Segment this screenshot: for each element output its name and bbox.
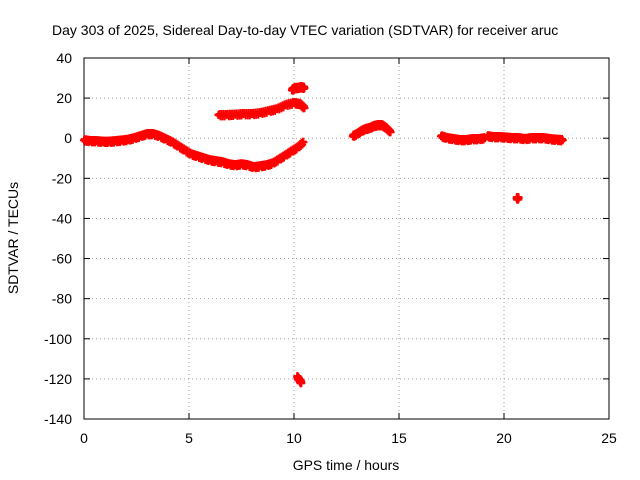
plot-frame xyxy=(83,57,610,420)
x-tick-label: 5 xyxy=(185,430,193,446)
data-point xyxy=(558,136,567,145)
x-tick-label: 10 xyxy=(286,430,302,446)
y-tick-label: -40 xyxy=(52,210,72,226)
x-tick-label: 0 xyxy=(80,430,88,446)
data-points xyxy=(80,82,567,388)
y-tick-label: -140 xyxy=(44,411,72,427)
y-tick-label: -60 xyxy=(52,251,72,267)
y-tick-label: -80 xyxy=(52,291,72,307)
y-tick-label: 40 xyxy=(56,50,72,66)
data-point xyxy=(386,128,395,137)
chart-title: Day 303 of 2025, Sidereal Day-to-day VTE… xyxy=(52,22,558,38)
grid-lines xyxy=(84,58,609,419)
data-point xyxy=(299,138,308,147)
x-axis-label: GPS time / hours xyxy=(293,457,400,473)
y-tick-label: -20 xyxy=(52,170,72,186)
x-tick-label: 20 xyxy=(496,430,512,446)
data-point xyxy=(300,84,309,93)
data-point xyxy=(300,104,309,113)
y-tick-label: 20 xyxy=(56,90,72,106)
x-tick-label: 25 xyxy=(601,430,617,446)
x-tick-label: 15 xyxy=(391,430,407,446)
y-tick-label: -100 xyxy=(44,331,72,347)
data-point xyxy=(514,194,523,203)
y-axis-label: SDTVAR / TECUs xyxy=(5,182,21,294)
axis-ticks: 0 5 10 15 20 25 -140 -120 -100 -80 -60 -40 -20 0 20 40 xyxy=(44,50,617,446)
data-point xyxy=(297,378,306,387)
y-tick-label: 0 xyxy=(64,130,72,146)
y-tick-label: -120 xyxy=(44,371,72,387)
